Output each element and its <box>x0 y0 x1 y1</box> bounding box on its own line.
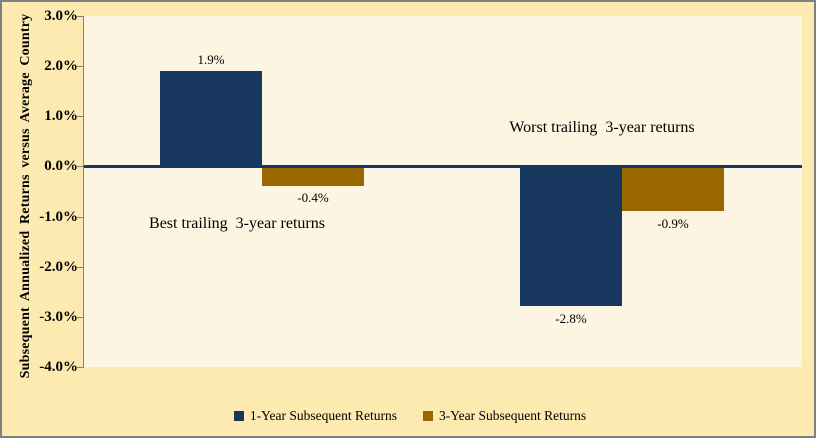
bar-1yr-group1 <box>160 71 262 166</box>
y-tick-label: -2.0% <box>39 259 78 275</box>
legend-swatch-icon <box>233 411 244 421</box>
y-tick-label: -1.0% <box>39 209 78 225</box>
y-tick-label: -4.0% <box>39 359 78 375</box>
y-tick-mark <box>77 367 83 368</box>
y-tick-mark <box>77 317 83 318</box>
y-tick-label: 2.0% <box>44 58 78 74</box>
legend: 1-Year Subsequent Returns 3-Year Subseque… <box>2 408 814 424</box>
legend-item-1-year: 1-Year Subsequent Returns <box>233 408 397 424</box>
data-label: 1.9% <box>197 52 225 67</box>
y-tick-mark <box>77 166 83 167</box>
legend-label: 3-Year Subsequent Returns <box>439 408 587 423</box>
legend-swatch-icon <box>423 411 433 421</box>
category-label-worst: Worst trailing 3-year returns <box>509 119 695 136</box>
legend-item-3-year: 3-Year Subsequent Returns <box>423 408 586 424</box>
y-tick-label: 3.0% <box>44 8 78 24</box>
plot-area: 1.9% -2.8% -0.4% -0.9% Best trailing 3-year … <box>84 16 802 367</box>
y-tick-mark <box>77 267 83 268</box>
y-tick-label: 1.0% <box>44 108 78 124</box>
bar-3yr-group2 <box>622 166 724 211</box>
y-tick-mark <box>77 116 83 117</box>
category-label-best: Best trailing 3-year returns <box>149 215 325 232</box>
zero-axis-line <box>84 165 802 168</box>
y-tick-mark <box>77 16 88 17</box>
y-tick-mark <box>77 217 83 218</box>
bar-1yr-group2 <box>520 166 622 306</box>
data-label: -0.9% <box>657 216 689 231</box>
y-tick-label: -3.0% <box>39 309 78 325</box>
y-tick-mark <box>77 66 83 67</box>
bar-3yr-group1 <box>262 166 364 186</box>
y-axis-line <box>83 16 84 368</box>
legend-label: 1-Year Subsequent Returns <box>249 408 397 423</box>
data-label: -0.4% <box>297 190 329 205</box>
data-label: -2.8% <box>555 311 587 326</box>
y-tick-label: 0.0% <box>44 158 78 174</box>
